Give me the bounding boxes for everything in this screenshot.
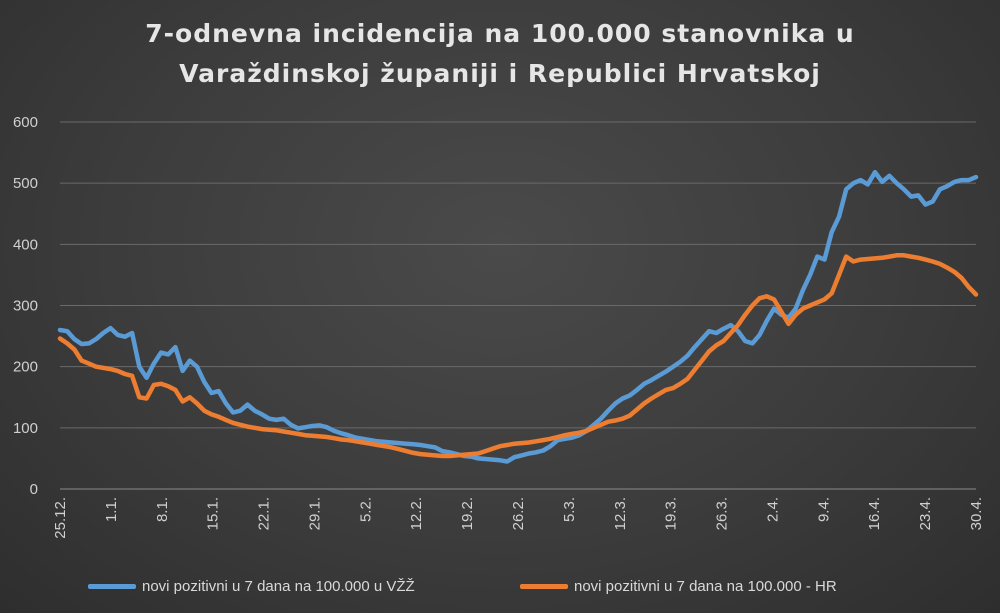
- chart-title-line-1: 7-odnevna incidencija na 100.000 stanovn…: [145, 19, 855, 48]
- x-tick-label-7: 12.2.: [408, 497, 425, 530]
- y-tick-label-500: 500: [13, 175, 38, 192]
- x-tick-label-1: 1.1.: [103, 497, 120, 522]
- x-tick-label-5: 29.1.: [306, 497, 323, 530]
- x-tick-label-18: 30.4.: [968, 497, 985, 530]
- x-tick-label-17: 23.4.: [917, 497, 934, 530]
- x-tick-label-3: 15.1.: [205, 497, 222, 530]
- y-tick-label-600: 600: [13, 114, 38, 131]
- y-tick-label-400: 400: [13, 236, 38, 253]
- legend-item-vzz: novi pozitivni u 7 dana na 100.000 u VŽŽ: [88, 578, 415, 595]
- legend-swatch-vzz: [88, 584, 136, 589]
- x-tick-label-10: 5.3.: [561, 497, 578, 522]
- x-tick-label-12: 19.3.: [663, 497, 680, 530]
- legend-label-hr: novi pozitivni u 7 dana na 100.000 - HR: [574, 578, 837, 595]
- x-tick-label-13: 26.3.: [714, 497, 731, 530]
- x-tick-label-15: 9.4.: [815, 497, 832, 522]
- x-tick-label-16: 16.4.: [866, 497, 883, 530]
- x-tick-label-6: 5.2.: [357, 497, 374, 522]
- legend-label-vzz: novi pozitivni u 7 dana na 100.000 u VŽŽ: [142, 578, 415, 595]
- x-tick-label-0: 25.12.: [52, 497, 69, 539]
- series-line-hr: [57, 253, 979, 459]
- x-tick-label-9: 26.2.: [510, 497, 527, 530]
- x-tick-label-4: 22.1.: [256, 497, 273, 530]
- y-tick-label-0: 0: [30, 481, 38, 498]
- y-tick-label-200: 200: [13, 359, 38, 376]
- legend-swatch-hr: [520, 584, 568, 589]
- legend: novi pozitivni u 7 dana na 100.000 u VŽŽ…: [0, 578, 1000, 602]
- x-tick-label-11: 12.3.: [612, 497, 629, 530]
- legend-item-hr: novi pozitivni u 7 dana na 100.000 - HR: [520, 578, 837, 595]
- chart-title-line-2: Varaždinskoj županiji i Republici Hrvats…: [179, 59, 821, 88]
- y-tick-label-100: 100: [13, 420, 38, 437]
- y-tick-label-300: 300: [13, 298, 38, 315]
- series-line-vzz: [57, 169, 979, 464]
- chart-title: 7-odnevna incidencija na 100.000 stanovn…: [0, 14, 1000, 94]
- x-tick-label-2: 8.1.: [154, 497, 171, 522]
- x-tick-label-14: 2.4.: [764, 497, 781, 522]
- x-tick-label-8: 19.2.: [459, 497, 476, 530]
